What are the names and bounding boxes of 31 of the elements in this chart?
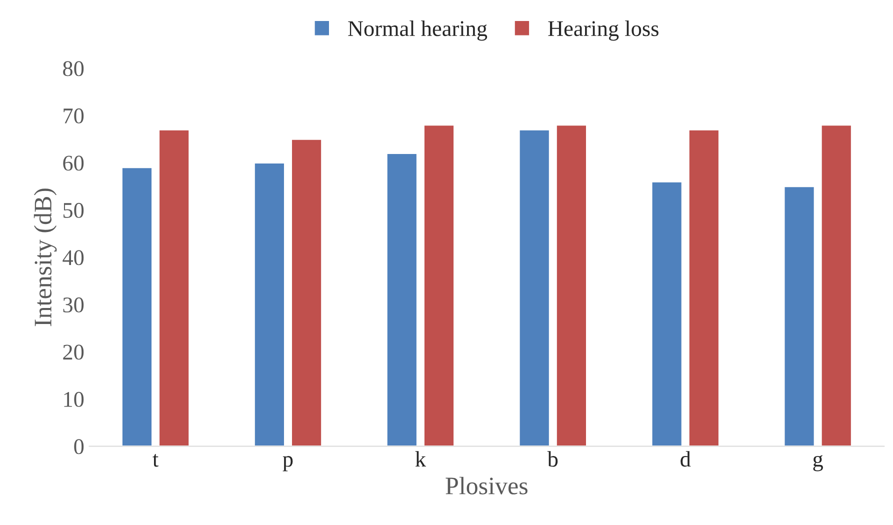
bar: [556, 124, 588, 446]
bar: [820, 124, 852, 446]
bar: [290, 138, 322, 446]
legend-label: Hearing loss: [548, 20, 658, 41]
x-tick-label: k: [415, 451, 426, 467]
y-tick-label: 60: [63, 156, 84, 171]
x-tick-label: t: [152, 454, 158, 467]
x-tick-label: b: [547, 451, 558, 467]
bar: [121, 166, 153, 446]
x-tick-label: d: [680, 451, 691, 467]
y-tick-label: 30: [63, 297, 84, 312]
bar: [518, 128, 550, 446]
bar: [650, 180, 683, 446]
y-axis-title: Intensity (dB): [34, 188, 57, 326]
legend-label: Normal hearing: [348, 20, 488, 41]
x-tick-label: p: [282, 456, 293, 472]
y-tick-label: 40: [62, 250, 84, 266]
bar: [688, 128, 720, 446]
y-tick-label: 10: [64, 392, 84, 407]
y-tick-label: 20: [63, 344, 84, 360]
y-tick-label: 0: [74, 439, 84, 454]
bar: [158, 128, 190, 446]
x-axis-title: Plosives: [446, 476, 528, 494]
bar: [783, 186, 816, 446]
bar: [386, 152, 418, 446]
y-tick-label: 50: [64, 202, 84, 218]
y-tick-label: 80: [63, 61, 84, 76]
x-tick-label: g: [813, 455, 823, 472]
y-tick-label: 70: [64, 108, 84, 124]
bar: [254, 162, 286, 446]
bar: [423, 124, 455, 446]
